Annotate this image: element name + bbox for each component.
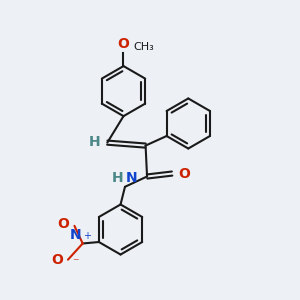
Text: N: N — [70, 228, 81, 242]
Text: O: O — [118, 38, 129, 51]
Text: O: O — [57, 217, 69, 231]
Text: O: O — [178, 167, 190, 181]
Text: +: + — [83, 231, 91, 241]
Text: CH₃: CH₃ — [133, 42, 154, 52]
Text: N: N — [126, 171, 137, 185]
Text: O: O — [51, 253, 63, 267]
Text: ⁻: ⁻ — [72, 256, 79, 269]
Text: H: H — [89, 135, 101, 149]
Text: H: H — [112, 171, 124, 185]
